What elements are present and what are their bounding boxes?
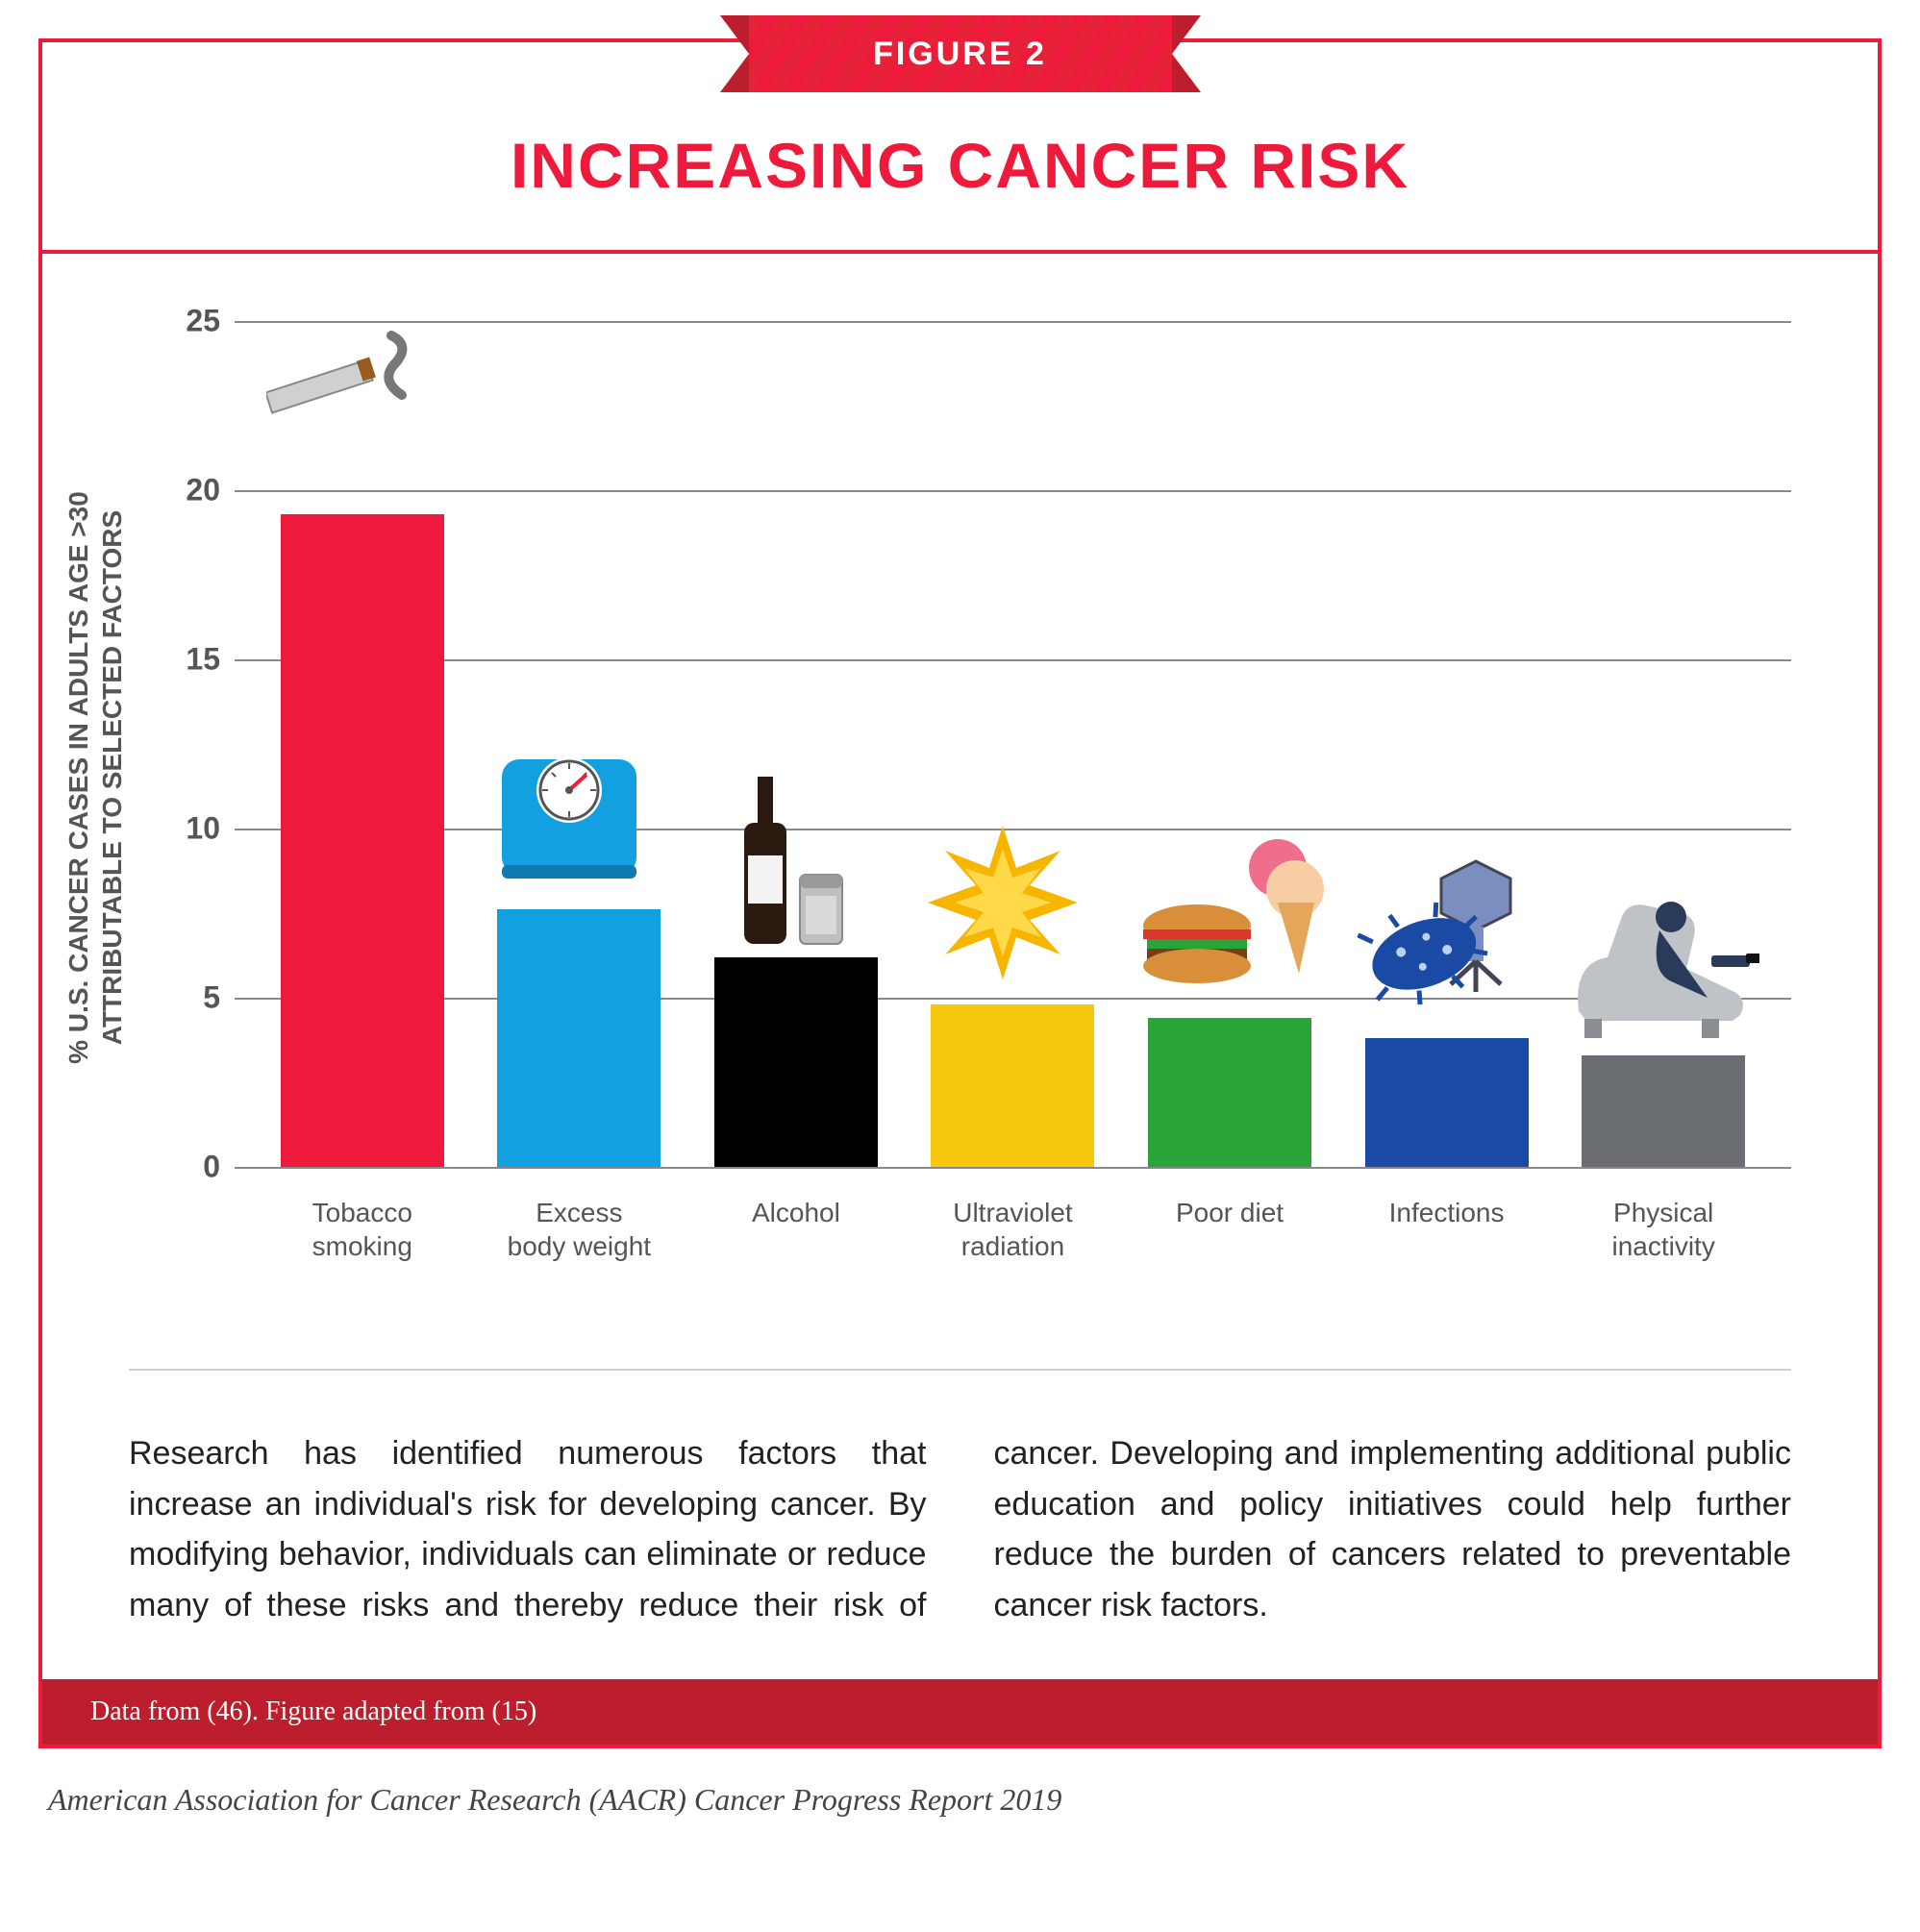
junkfood-icon (1124, 830, 1335, 1012)
figure-title: INCREASING CANCER RISK (42, 129, 1878, 202)
ribbon-label: FIGURE 2 (749, 15, 1172, 92)
y-tick-label: 0 (167, 1150, 220, 1185)
data-source-footnote: Data from (46). Figure adapted from (15) (42, 1679, 1878, 1745)
y-tick-label: 5 (167, 980, 220, 1016)
category-label: Ultravioletradiation (921, 1196, 1104, 1263)
scale-icon (473, 721, 685, 904)
bar (1365, 1038, 1529, 1167)
bar (931, 1004, 1094, 1167)
y-tick-label: 10 (167, 811, 220, 847)
bar-recliner (1572, 321, 1755, 1167)
bar (281, 514, 444, 1167)
alcohol-icon (690, 769, 902, 952)
pathogen-icon (1341, 850, 1553, 1032)
y-tick-label: 20 (167, 473, 220, 508)
bar (714, 957, 878, 1167)
gridline (235, 1167, 1791, 1169)
category-label: Infections (1356, 1196, 1538, 1263)
bar (1582, 1055, 1745, 1167)
bar-pathogen (1356, 321, 1538, 1167)
bar (1148, 1018, 1311, 1167)
bar-chart: % U.S. CANCER CASES IN ADULTS AGE >30 AT… (42, 254, 1878, 1301)
bar-sun (921, 321, 1104, 1167)
recliner-icon (1558, 867, 1769, 1050)
category-label: Alcohol (705, 1196, 887, 1263)
sun-icon (907, 816, 1118, 999)
category-label: Excessbody weight (487, 1196, 670, 1263)
figure-caption: Research has identified numerous factors… (129, 1369, 1791, 1679)
category-label: Tobaccosmoking (271, 1196, 454, 1263)
bar-alcohol (705, 321, 887, 1167)
bar-scale (487, 321, 670, 1167)
report-credit: American Association for Cancer Research… (38, 1748, 1882, 1818)
figure-ribbon: FIGURE 2 (749, 15, 1172, 92)
bars-container (235, 321, 1791, 1167)
y-axis-label: % U.S. CANCER CASES IN ADULTS AGE >30 AT… (62, 491, 129, 1064)
cigarette-icon (257, 326, 468, 508)
category-label: Poor diet (1138, 1196, 1321, 1263)
bar-cigarette (271, 321, 454, 1167)
bar-junkfood (1138, 321, 1321, 1167)
figure-frame: FIGURE 2 INCREASING CANCER RISK % U.S. C… (38, 38, 1882, 1748)
y-tick-label: 15 (167, 642, 220, 678)
plot-area: 0510152025 (235, 321, 1791, 1167)
y-tick-label: 25 (167, 304, 220, 339)
bar (497, 909, 661, 1167)
category-label: Physicalinactivity (1572, 1196, 1755, 1263)
category-labels: Tobaccosmoking Excessbody weight Alcohol Ul… (235, 1167, 1791, 1263)
